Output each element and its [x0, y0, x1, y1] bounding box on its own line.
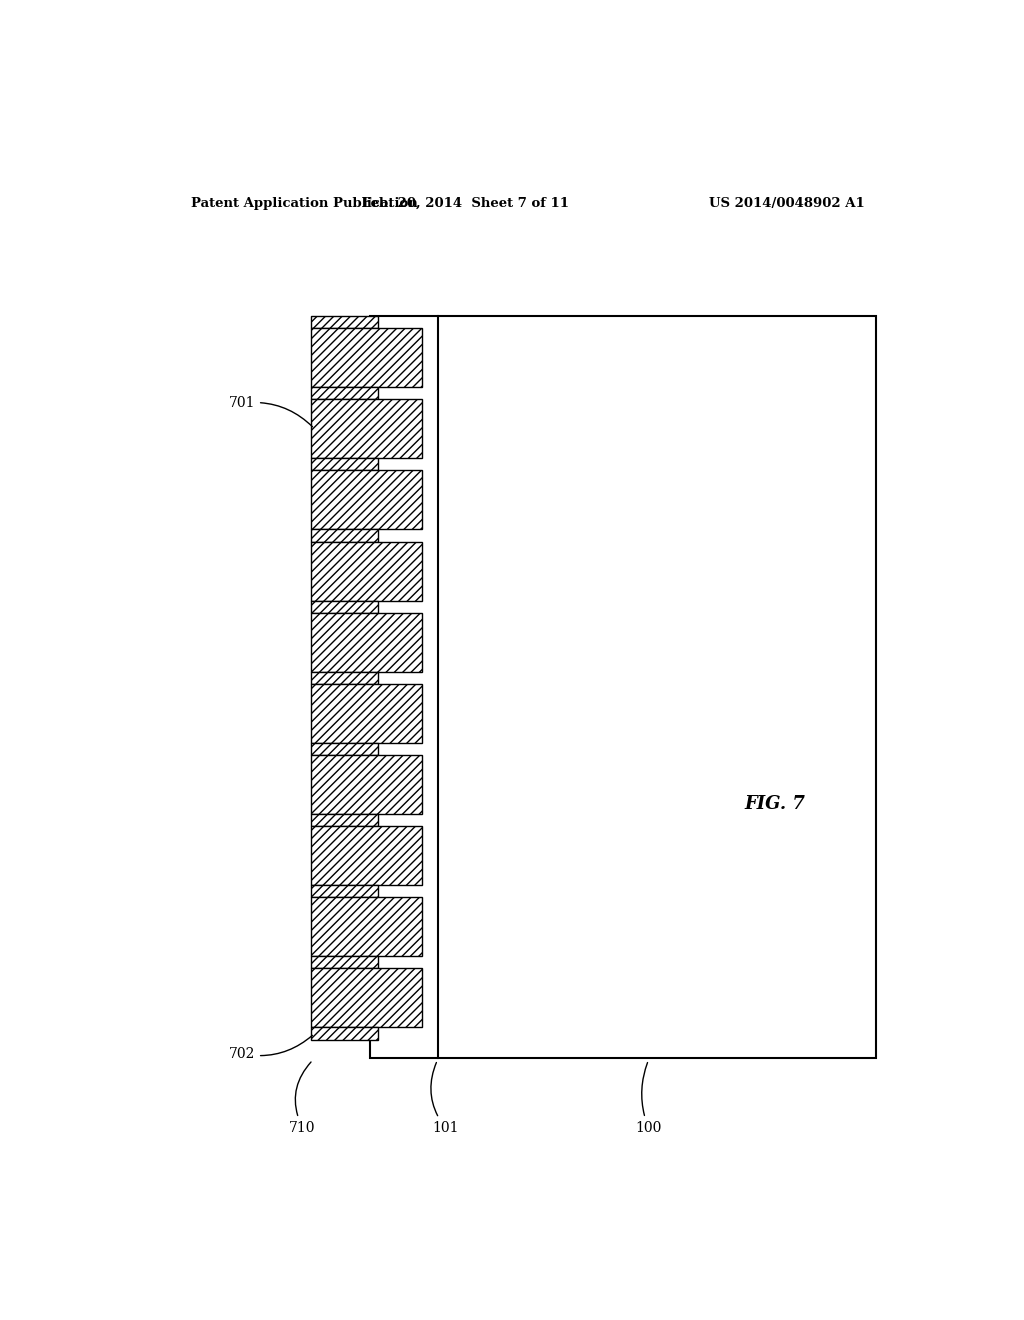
Bar [310, 1027, 378, 1040]
Text: 710: 710 [290, 1063, 315, 1135]
Text: 702: 702 [228, 1035, 312, 1061]
Text: US 2014/0048902 A1: US 2014/0048902 A1 [709, 197, 864, 210]
Bar [310, 956, 378, 969]
Bar [310, 529, 378, 541]
Text: Feb. 20, 2014  Sheet 7 of 11: Feb. 20, 2014 Sheet 7 of 11 [361, 197, 568, 210]
Text: 100: 100 [635, 1063, 662, 1135]
Text: 101: 101 [431, 1063, 459, 1135]
Bar [310, 601, 378, 612]
Bar [370, 315, 877, 1057]
Bar [310, 470, 422, 529]
Bar [310, 541, 422, 601]
Bar [310, 814, 378, 826]
Text: 701: 701 [228, 396, 312, 426]
Bar [310, 387, 378, 399]
Bar [310, 612, 422, 672]
Bar [310, 458, 378, 470]
Bar [310, 898, 422, 956]
Bar [310, 969, 422, 1027]
Bar [310, 329, 422, 387]
Bar [310, 672, 378, 684]
Bar [310, 315, 378, 329]
Bar [310, 755, 422, 814]
Bar [310, 684, 422, 743]
Bar [310, 743, 378, 755]
Text: Patent Application Publication: Patent Application Publication [191, 197, 418, 210]
Bar [310, 886, 378, 898]
Bar [310, 826, 422, 886]
Bar [310, 399, 422, 458]
Text: FIG. 7: FIG. 7 [744, 795, 805, 813]
